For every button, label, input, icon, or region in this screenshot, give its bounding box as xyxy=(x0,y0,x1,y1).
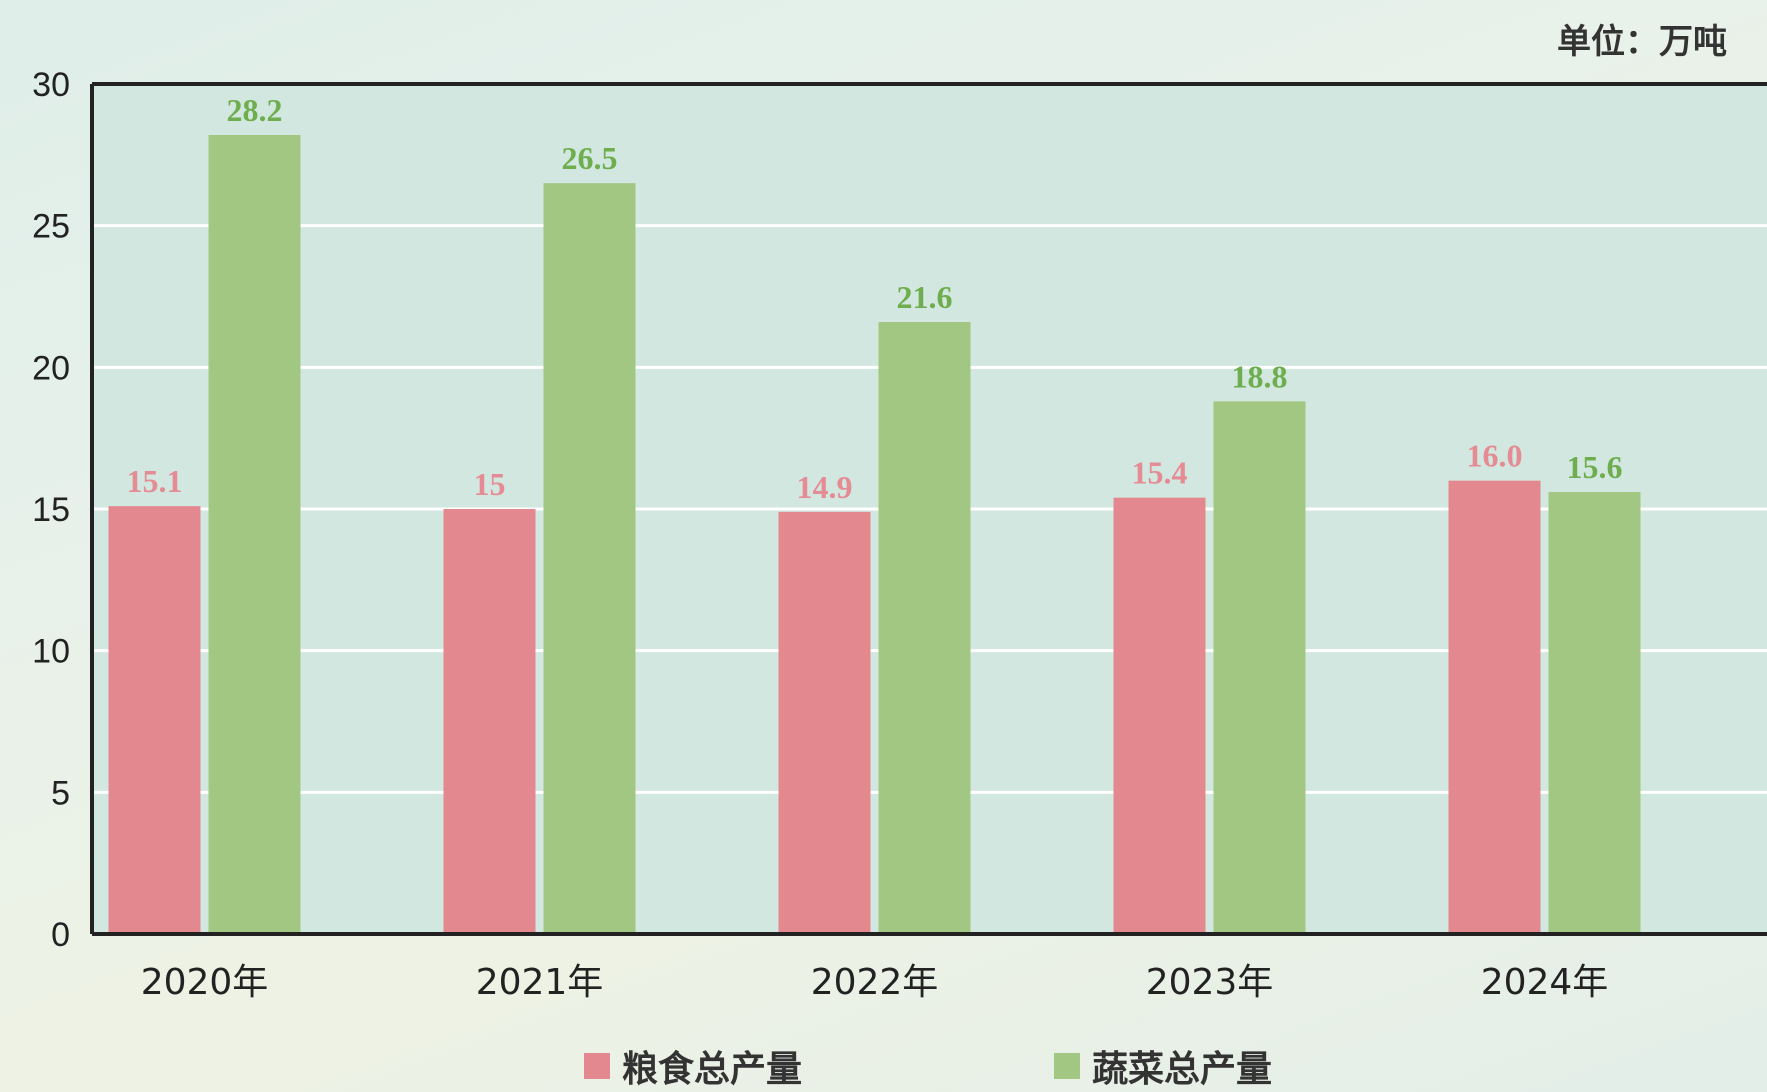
y-tick-label: 15 xyxy=(32,491,70,529)
data-label: 15 xyxy=(474,466,506,502)
bar xyxy=(543,183,636,934)
bar xyxy=(208,135,301,934)
data-label: 15.4 xyxy=(1132,455,1188,491)
legend-swatch-grain xyxy=(584,1053,610,1079)
bar xyxy=(1448,480,1541,934)
bar xyxy=(778,511,871,934)
y-tick-label: 0 xyxy=(51,916,70,954)
y-tick-label: 30 xyxy=(32,66,70,104)
y-tick-label: 20 xyxy=(32,349,70,387)
legend-label-grain: 粮食总产量 xyxy=(622,1049,803,1090)
data-label: 26.5 xyxy=(562,140,618,176)
bar xyxy=(443,509,536,934)
bar xyxy=(1213,401,1306,934)
x-tick-label: 2023年 xyxy=(1146,962,1274,1003)
data-label: 28.2 xyxy=(227,92,283,128)
bar xyxy=(1548,492,1641,934)
data-label: 21.6 xyxy=(897,279,953,315)
y-tick-label: 5 xyxy=(51,774,70,812)
data-label: 14.9 xyxy=(797,469,853,505)
legend: 粮食总产量 蔬菜总产量 xyxy=(0,1040,1767,1090)
legend-item-vegetable: 蔬菜总产量 xyxy=(1054,1040,1272,1092)
legend-swatch-vegetable xyxy=(1054,1053,1080,1079)
legend-item-grain: 粮食总产量 xyxy=(584,1040,802,1092)
x-tick-label: 2021年 xyxy=(476,962,604,1003)
bar xyxy=(108,506,201,934)
bar xyxy=(1113,497,1206,934)
unit-label: 单位：万吨 xyxy=(1557,22,1727,62)
data-label: 15.1 xyxy=(127,463,183,499)
y-tick-label: 10 xyxy=(32,633,70,671)
x-tick-label: 2022年 xyxy=(811,962,939,1003)
data-label: 15.6 xyxy=(1567,449,1623,485)
bar xyxy=(878,322,971,934)
y-tick-label: 25 xyxy=(32,208,70,246)
data-label: 16.0 xyxy=(1467,438,1523,474)
bar-chart: 0 5 10 15 20 25 30 15.1 28.2 2020年 15 26.5 2021年 14.9… xyxy=(32,66,1767,1003)
data-label: 18.8 xyxy=(1232,358,1288,394)
x-tick-label: 2024年 xyxy=(1481,962,1609,1003)
x-tick-label: 2020年 xyxy=(141,962,269,1003)
legend-label-vegetable: 蔬菜总产量 xyxy=(1092,1049,1273,1090)
